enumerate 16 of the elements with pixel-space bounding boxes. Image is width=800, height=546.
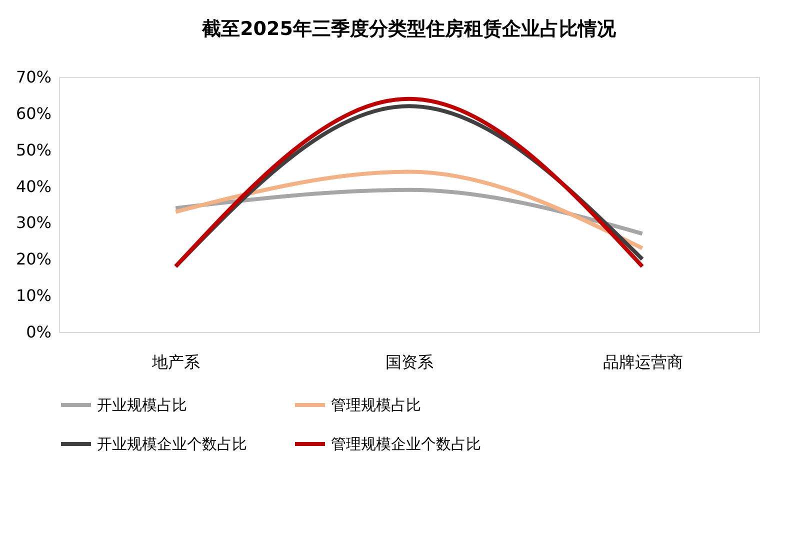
x-tick-label: 地产系	[151, 352, 200, 372]
y-tick-label: 0%	[26, 322, 52, 342]
y-tick-label: 40%	[16, 176, 52, 196]
y-tick-label: 10%	[16, 286, 52, 306]
x-tick-label: 国资系	[386, 352, 434, 372]
legend-label: 管理规模占比	[331, 396, 421, 414]
y-tick-label: 20%	[16, 250, 52, 269]
chart-title: 截至2025年三季度分类型住房租赁企业占比情况	[201, 18, 617, 40]
legend-label: 开业规模占比	[97, 396, 187, 414]
x-tick-label: 品牌运营商	[602, 352, 683, 372]
legend-label: 管理规模企业个数占比	[331, 435, 481, 453]
y-tick-label: 60%	[16, 104, 52, 123]
y-tick-label: 70%	[16, 68, 52, 86]
legend-label: 开业规模企业个数占比	[97, 435, 247, 453]
y-tick-label: 50%	[16, 140, 52, 160]
y-tick-label: 30%	[16, 213, 52, 232]
